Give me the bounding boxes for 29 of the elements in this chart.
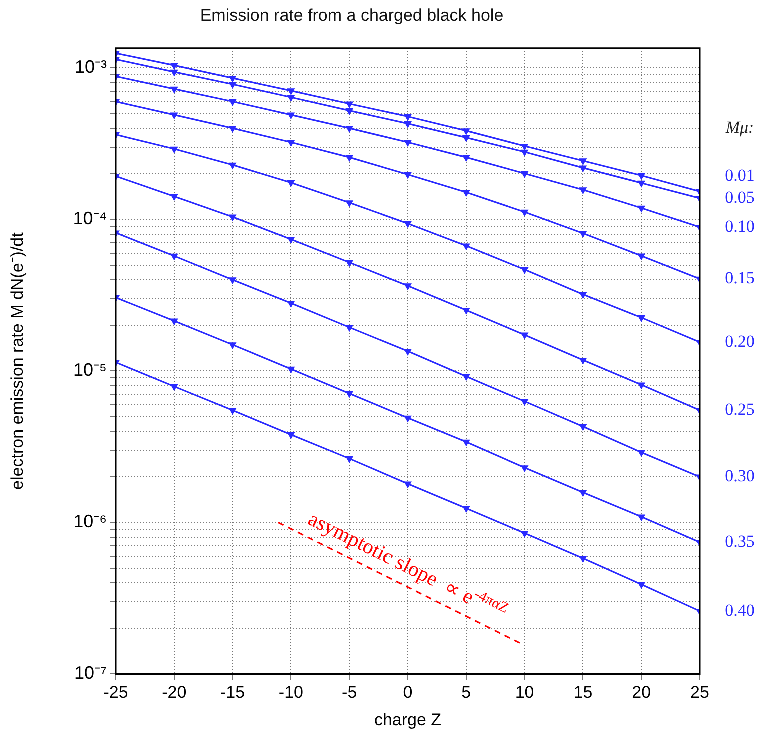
y-tick-label: 10⁻³ <box>74 57 108 78</box>
y-tick-label: 10⁻⁴ <box>73 208 107 229</box>
series-label: 0.35 <box>725 532 755 551</box>
y-tick-label: 10⁻⁵ <box>74 360 107 380</box>
x-tick-label: -15 <box>220 683 246 702</box>
legend-title: Mμ: <box>724 118 754 137</box>
series-label: 0.30 <box>725 466 755 486</box>
series-label: 0.20 <box>725 332 755 351</box>
x-tick-label: 20 <box>632 683 652 702</box>
x-axis-title: charge Z <box>374 710 442 730</box>
x-tick-label: -10 <box>278 683 304 702</box>
x-tick-label: -5 <box>342 683 358 702</box>
y-tick-label: 10⁻⁶ <box>74 512 107 532</box>
x-tick-label: 25 <box>690 683 710 702</box>
series-label: 0.25 <box>725 400 755 419</box>
x-tick-label: -25 <box>104 683 128 702</box>
x-tick-label: 0 <box>403 683 413 702</box>
series-label: 0.05 <box>725 188 755 207</box>
x-tick-label: 15 <box>574 683 593 702</box>
x-tick-label: 10 <box>515 683 534 702</box>
series-label: 0.40 <box>725 600 755 620</box>
y-axis-title: electron emission rate M dN(e⁻)/dt <box>8 232 27 490</box>
series-label: 0.15 <box>725 268 755 288</box>
x-tick-label: 5 <box>462 683 472 702</box>
y-tick-label: 10⁻⁷ <box>74 663 107 684</box>
chart-title: Emission rate from a charged black hole <box>200 6 504 25</box>
series-label: 0.01 <box>725 166 755 185</box>
series-label: 0.10 <box>725 216 755 236</box>
x-tick-label: -20 <box>162 683 187 702</box>
